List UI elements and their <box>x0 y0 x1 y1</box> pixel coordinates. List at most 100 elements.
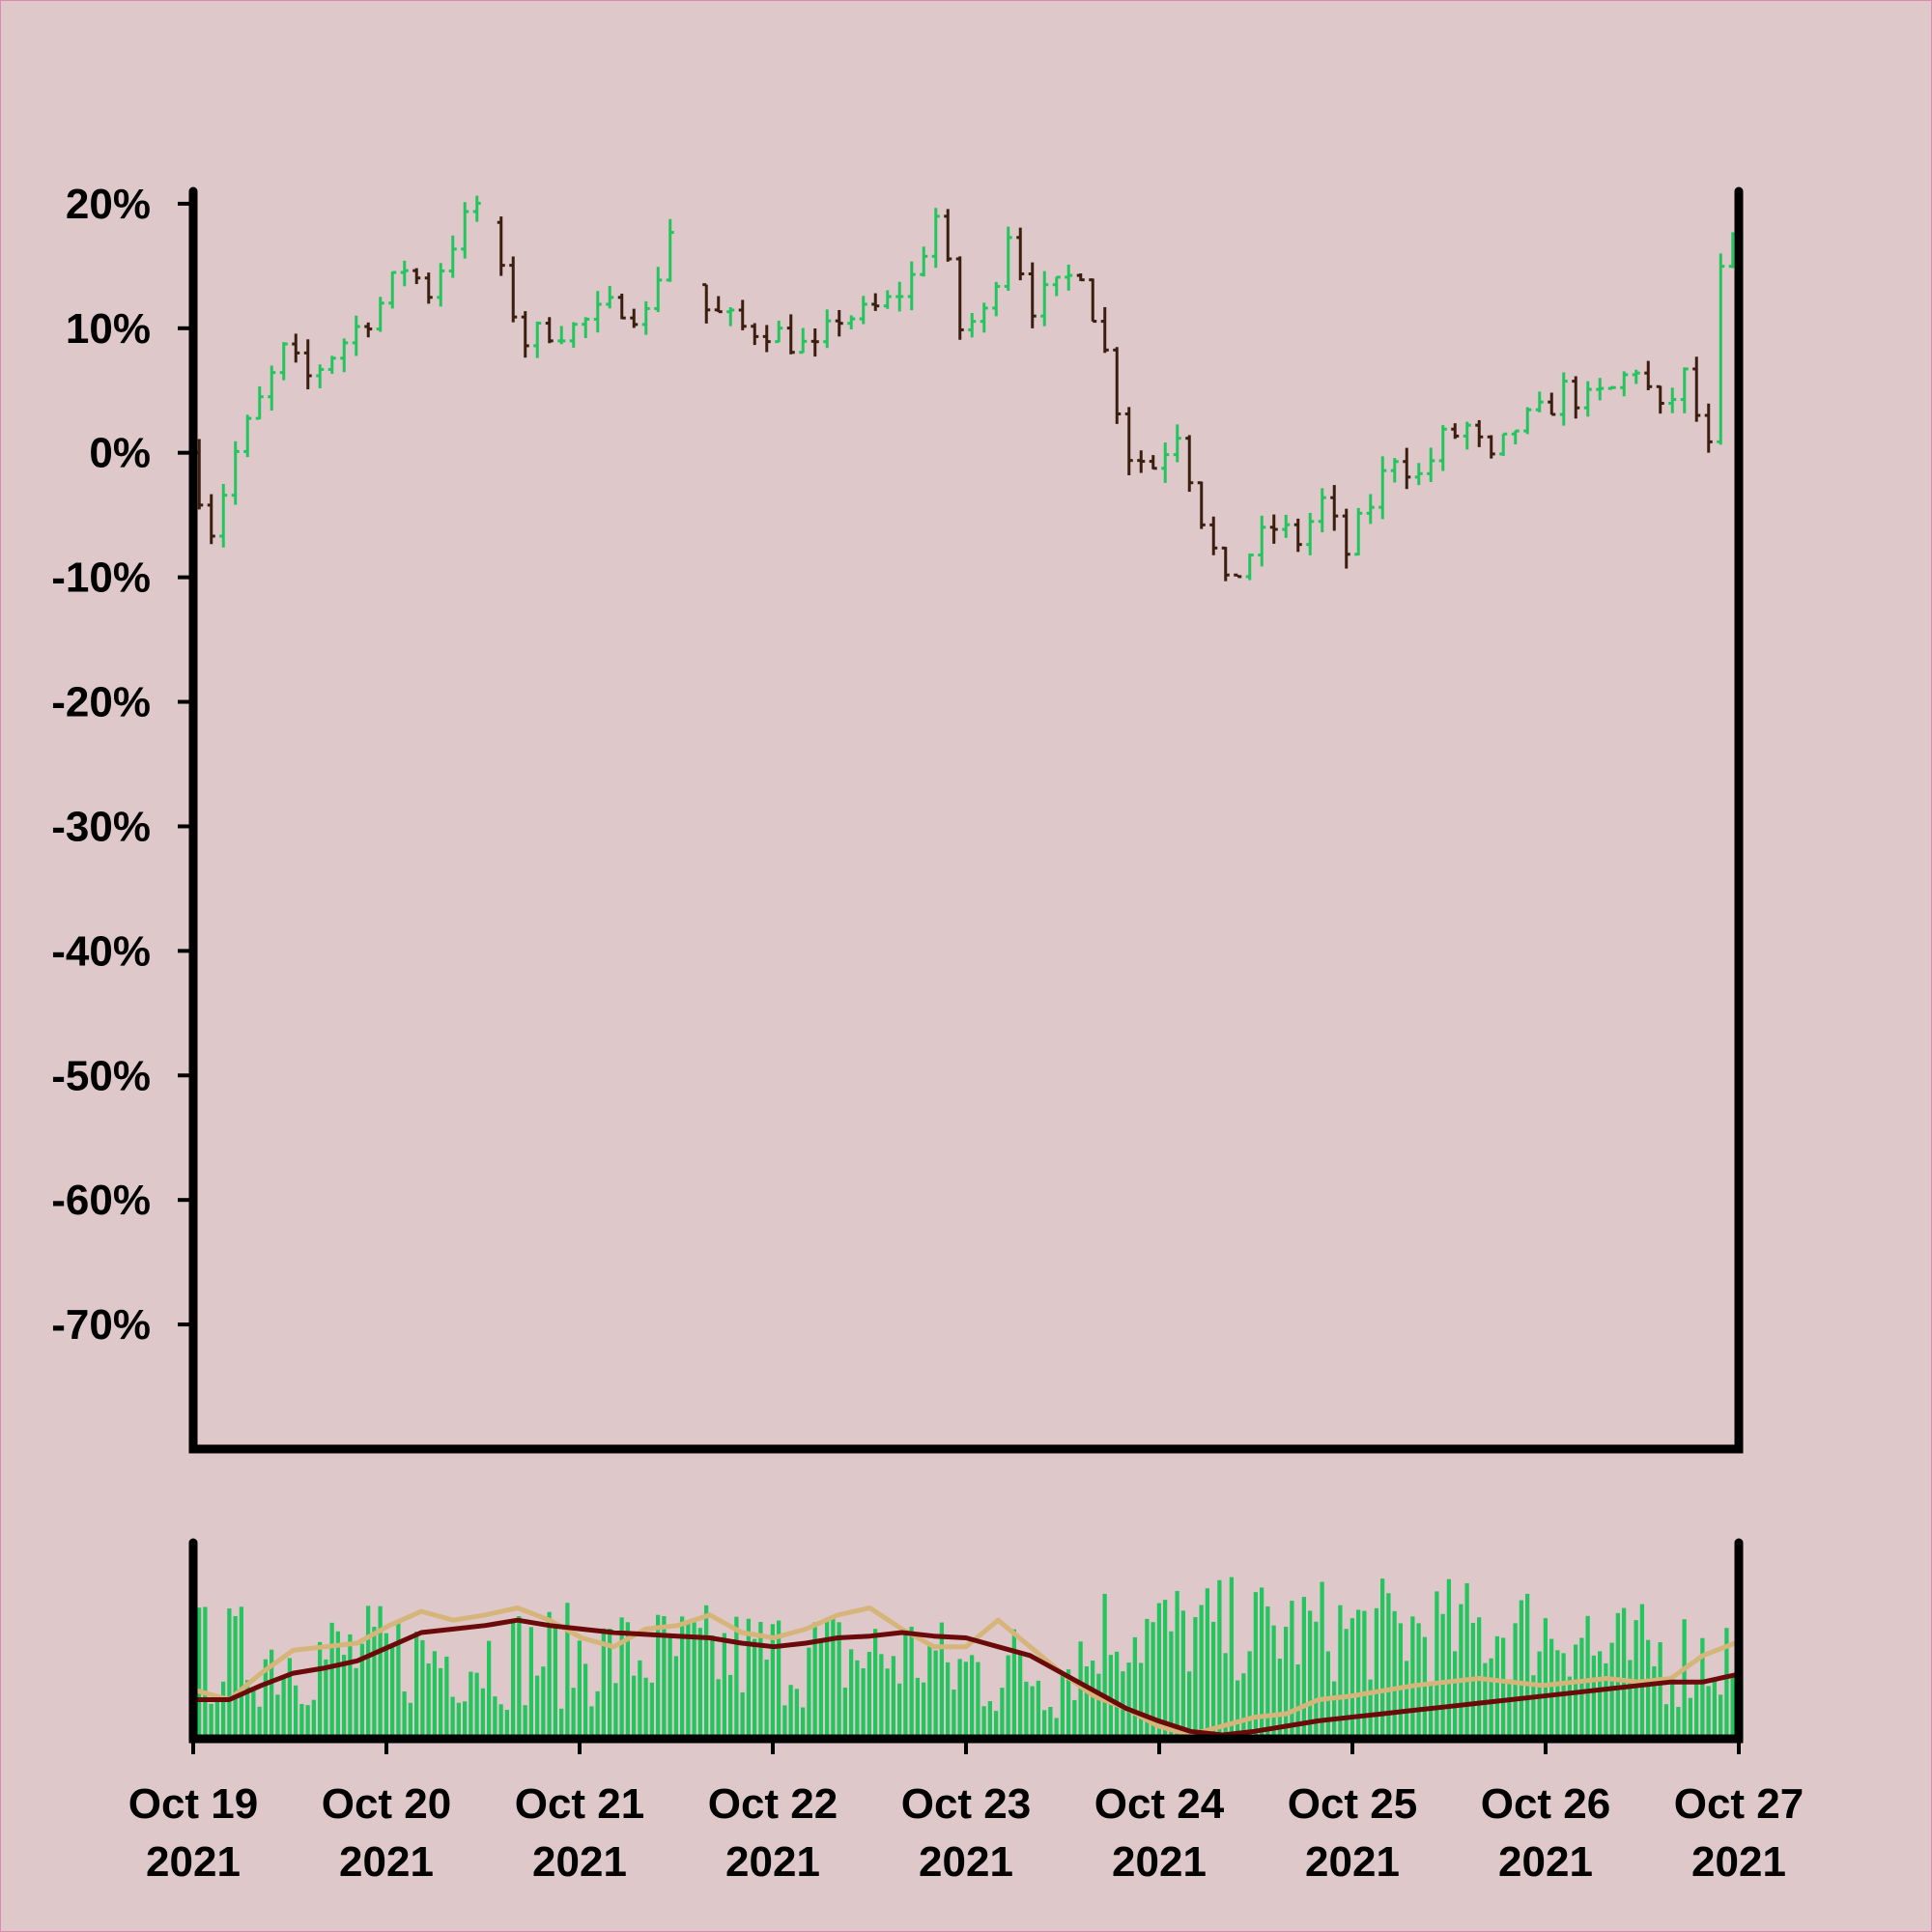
x-tick-label-date: Oct 26 <box>1481 1780 1611 1828</box>
volume-bar <box>517 1616 522 1735</box>
ohlc-bar <box>1475 419 1484 447</box>
volume-bar <box>788 1685 793 1735</box>
volume-bar <box>1405 1661 1409 1735</box>
ohlc-bar <box>400 260 409 287</box>
volume-bar <box>686 1621 691 1735</box>
volume-bar <box>1700 1637 1705 1735</box>
volume-bar <box>504 1709 509 1735</box>
ohlc-bar <box>1499 432 1508 456</box>
volume-bar <box>1000 1688 1005 1735</box>
ohlc-bar <box>1004 226 1012 291</box>
volume-bar <box>837 1622 841 1735</box>
volume-bar <box>1096 1673 1101 1735</box>
volume-bar <box>619 1617 624 1735</box>
volume-bar <box>359 1643 364 1735</box>
ohlc-bar <box>327 355 336 375</box>
ohlc-bar <box>702 283 711 324</box>
ohlc-bar <box>1282 514 1291 538</box>
volume-bar <box>1121 1671 1125 1735</box>
ohlc-bar <box>388 270 397 309</box>
volume-bar <box>305 1705 310 1735</box>
x-tick-label-date: Oct 21 <box>515 1780 645 1828</box>
ohlc-bar <box>1378 456 1387 520</box>
volume-bar <box>873 1629 878 1735</box>
volume-bar <box>1574 1644 1578 1735</box>
volume-bar <box>1084 1666 1089 1735</box>
volume-bar <box>632 1675 637 1735</box>
volume-bar <box>294 1685 298 1735</box>
volume-bar <box>987 1701 992 1735</box>
ohlc-bar <box>726 307 735 327</box>
ohlc-bar <box>1354 507 1363 556</box>
x-tick-label-year: 2021 <box>919 1838 1013 1886</box>
volume-bar <box>1392 1610 1397 1735</box>
volume-bar <box>324 1659 328 1735</box>
ohlc-bar <box>340 338 349 373</box>
ohlc-bar <box>786 314 795 355</box>
ohlc-bar <box>1221 546 1230 582</box>
volume-bar <box>595 1690 600 1735</box>
volume-bar <box>704 1605 709 1735</box>
ohlc-bar <box>1100 306 1109 354</box>
volume-bar <box>994 1711 999 1735</box>
volume-bar <box>1519 1600 1523 1735</box>
ohlc-bar <box>931 208 940 269</box>
ohlc-bar <box>569 322 578 348</box>
ohlc-bar <box>775 320 783 344</box>
volume-bar <box>214 1701 219 1735</box>
volume-bar <box>1440 1613 1445 1735</box>
volume-bar <box>1229 1577 1234 1735</box>
volume-bar <box>976 1662 980 1735</box>
x-tick-label-date: Oct 19 <box>128 1780 259 1828</box>
volume-series <box>197 1577 1741 1735</box>
volume-bar <box>1180 1610 1185 1735</box>
ohlc-bar <box>630 308 639 328</box>
volume-bar <box>209 1703 213 1735</box>
x-tick-label-year: 2021 <box>1498 1838 1593 1886</box>
volume-bar <box>439 1667 443 1735</box>
volume-bar <box>384 1633 388 1735</box>
volume-bar <box>480 1688 485 1735</box>
volume-bar <box>1724 1628 1729 1735</box>
volume-bar <box>842 1687 847 1735</box>
volume-bar <box>946 1662 951 1735</box>
ohlc-bar <box>521 311 529 358</box>
volume-bar <box>366 1605 371 1735</box>
volume-bar <box>1688 1697 1692 1735</box>
x-tick-label-year: 2021 <box>339 1838 434 1886</box>
ohlc-bar <box>255 385 264 420</box>
ohlc-bar <box>641 300 650 335</box>
ohlc-bar <box>1607 385 1616 390</box>
x-tick-label-date: Oct 22 <box>708 1780 838 1828</box>
volume-bar <box>1663 1704 1668 1735</box>
volume-bar <box>1435 1591 1439 1735</box>
volume-bar <box>1175 1590 1179 1735</box>
ohlc-bar <box>316 364 325 388</box>
volume-bar <box>801 1707 806 1735</box>
ohlc-bar <box>1596 378 1605 401</box>
volume-bar <box>601 1628 606 1735</box>
volume-bar <box>571 1688 576 1735</box>
ohlc-bar <box>1438 425 1447 471</box>
ohlc-bar <box>279 342 288 381</box>
x-tick-label-date: Oct 25 <box>1288 1780 1418 1828</box>
volume-bar <box>933 1650 938 1735</box>
ohlc-bar <box>1427 447 1435 483</box>
volume-bar <box>577 1640 582 1735</box>
ohlc-bar <box>738 299 747 330</box>
volume-bar <box>649 1682 654 1735</box>
volume-bar <box>390 1644 395 1735</box>
ohlc-bar <box>376 297 384 332</box>
volume-bar <box>1247 1651 1252 1735</box>
volume-bar <box>939 1622 944 1735</box>
volume-bar <box>970 1655 975 1735</box>
volume-bar <box>1151 1622 1155 1735</box>
ohlc-bar <box>1137 450 1146 473</box>
volume-bar <box>716 1679 721 1735</box>
volume-bar <box>1525 1593 1530 1735</box>
volume-bar <box>1024 1681 1029 1735</box>
ohlc-bar <box>1583 381 1592 417</box>
volume-bar <box>1356 1609 1361 1735</box>
y-tick-label: -50% <box>51 1052 151 1099</box>
ohlc-bar <box>1330 485 1339 531</box>
